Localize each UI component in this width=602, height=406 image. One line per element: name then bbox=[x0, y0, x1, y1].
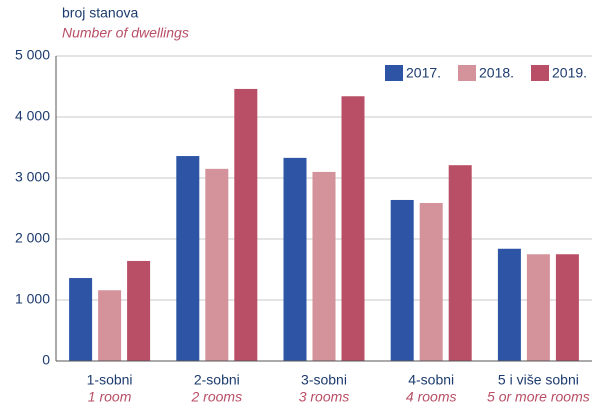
x-tick-label-en: 3 rooms bbox=[299, 389, 350, 405]
y-tick-label: 4 000 bbox=[15, 108, 50, 124]
y-tick-label: 3 000 bbox=[15, 169, 50, 185]
legend-label: 2017. bbox=[406, 65, 441, 81]
bar bbox=[390, 199, 414, 361]
bar bbox=[127, 260, 151, 361]
x-tick-label-en: 5 or more rooms bbox=[487, 389, 590, 405]
bar bbox=[312, 171, 336, 361]
bar bbox=[234, 88, 258, 361]
y-label-en: Number of dwellings bbox=[62, 25, 189, 41]
bar bbox=[497, 248, 521, 361]
y-tick-label: 0 bbox=[42, 352, 50, 368]
y-tick-label: 5 000 bbox=[15, 47, 50, 63]
bar bbox=[448, 165, 472, 361]
x-tick-label: 5 i više sobni bbox=[498, 372, 579, 388]
bar bbox=[555, 254, 579, 361]
bar bbox=[341, 96, 365, 361]
legend-label: 2019. bbox=[552, 65, 587, 81]
x-tick-label-en: 1 room bbox=[88, 389, 132, 405]
y-tick-label: 1 000 bbox=[15, 291, 50, 307]
bar bbox=[176, 156, 200, 361]
x-tick-label: 2-sobni bbox=[194, 372, 240, 388]
bar bbox=[283, 157, 307, 361]
legend-swatch bbox=[531, 65, 549, 81]
x-tick-label: 3-sobni bbox=[301, 372, 347, 388]
y-tick-label: 2 000 bbox=[15, 230, 50, 246]
bar bbox=[526, 254, 550, 361]
bar bbox=[98, 290, 122, 361]
bar bbox=[69, 278, 93, 361]
x-tick-label: 4-sobni bbox=[408, 372, 454, 388]
bar bbox=[419, 203, 443, 361]
x-tick-label-en: 2 rooms bbox=[191, 389, 243, 405]
x-tick-label: 1-sobni bbox=[87, 372, 133, 388]
legend-swatch bbox=[385, 65, 403, 81]
legend-swatch bbox=[458, 65, 476, 81]
y-label: broj stanova bbox=[62, 5, 138, 21]
legend-label: 2018. bbox=[479, 65, 514, 81]
bar bbox=[205, 168, 229, 361]
x-tick-label-en: 4 rooms bbox=[406, 389, 457, 405]
